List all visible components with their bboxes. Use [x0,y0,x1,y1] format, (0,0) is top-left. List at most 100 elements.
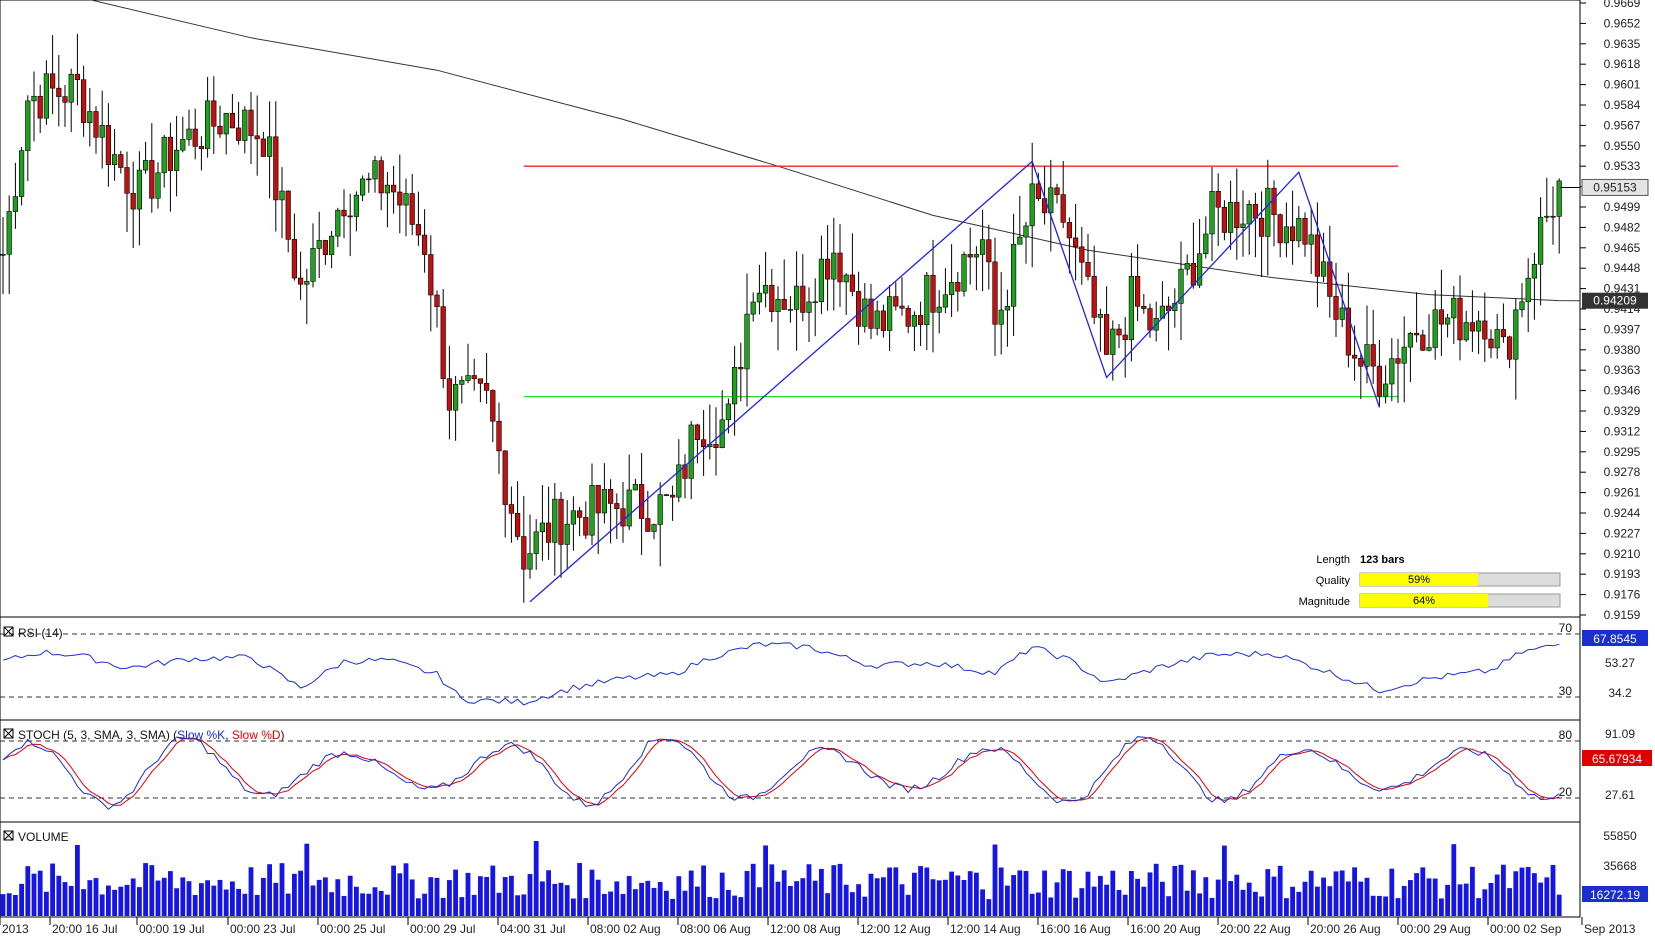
volume-bar [161,877,167,916]
candle-body [477,378,484,384]
ma-label: 0.94209 [1593,294,1637,308]
candle-body [626,489,632,527]
volume-title: VOLUME [18,830,69,844]
candle-body [0,254,6,256]
volume-bar [800,878,806,916]
candle-body [502,450,508,505]
candle-body [583,517,589,536]
volume-bar [540,881,545,916]
candle-body [341,209,347,217]
volume-bar [1060,869,1066,916]
volume-bar [335,879,341,916]
candle-body [37,95,43,119]
candle-body [124,167,130,194]
magnitude-label: Magnitude [1299,596,1350,608]
stoch-current-badge [1582,750,1652,766]
volume-bar [397,873,403,916]
volume-bar [205,880,210,916]
candle-body [744,313,750,370]
rsi-panel: RSI (14) 70 30 53.27 34.2 67.8545 [0,621,1648,706]
candle-body [18,150,25,197]
volume-bar [1104,884,1109,916]
volume-bar [664,890,669,916]
candle-body [136,169,143,210]
volume-bar [651,887,657,916]
candle-body [310,248,316,282]
price-tick-label: 0.9363 [1604,363,1641,377]
volume-bar [1203,877,1209,916]
candle-body [1023,225,1029,238]
candle-body [533,531,539,554]
volume-bar [924,867,930,916]
volume-bar [217,879,223,916]
candle-body [403,193,409,206]
volume-bar [1470,866,1475,916]
candle-body [1190,263,1196,286]
support-resistance-levels [523,165,1398,398]
candle-body [130,192,136,210]
volume-bar [1494,874,1500,916]
volume-bar [1246,882,1252,916]
candle-body [205,100,211,149]
volume-bar [285,893,291,916]
candle-body [1246,204,1252,225]
candle-body [31,95,37,102]
price-tick-label: 0.9346 [1604,384,1641,398]
candle-body [1531,263,1537,279]
quality-label: Quality [1316,575,1351,587]
volume-bar [1184,890,1190,916]
candle-body [366,178,372,181]
volume-bar [1209,897,1215,916]
time-tick-label: 00:00 25 Jul [320,922,385,936]
candle-body [781,299,787,310]
volume-bar [998,867,1004,916]
volume-bar [874,878,880,916]
volume-bar [1265,869,1271,916]
volume-bar [1215,879,1221,916]
volume-bar [273,882,279,916]
volume-bar [378,890,384,916]
volume-bar [99,894,105,916]
candle-body [1296,217,1302,242]
volume-bar [831,865,837,916]
price-tick-label: 0.9244 [1604,506,1641,520]
candle-body [769,284,775,312]
candle-body [973,254,979,258]
time-tick-label: 12:00 14 Aug [950,922,1021,936]
stoch-level-80: 80 [1559,728,1573,742]
volume-bar [837,863,843,916]
volume-bar [56,875,62,916]
candle-body [1178,268,1184,304]
candle-body [291,239,298,279]
volume-bar [887,867,892,916]
volume-bar [1346,881,1351,916]
candle-body [905,307,911,327]
volume-bar [87,880,93,916]
candle-body [397,191,403,206]
volume-bar [1550,864,1556,916]
volume-bar [633,889,638,916]
volume-bar [949,871,954,916]
candle-body [1476,320,1482,332]
candle-body [347,215,353,218]
candle-body [1228,201,1234,233]
candle-body [1345,307,1351,356]
volume-bar [372,887,378,916]
rsi-current-value: 67.8545 [1593,632,1637,646]
candle-body [1135,275,1141,307]
candle-body [1308,234,1314,245]
volume-bar [1327,886,1333,916]
candle-body [1079,246,1085,263]
candle-body [595,485,601,514]
candle-body [824,258,831,280]
volume-bar [261,877,266,916]
current-price-badge [1581,178,1649,196]
candle-body [1128,275,1134,341]
volume-bar [1048,897,1054,916]
volume-bar [961,880,967,916]
volume-bar [1315,886,1320,916]
candle-body [874,310,880,329]
length-value: 123 bars [1360,554,1405,566]
volume-bar [1005,885,1010,916]
candle-body [1376,365,1382,397]
